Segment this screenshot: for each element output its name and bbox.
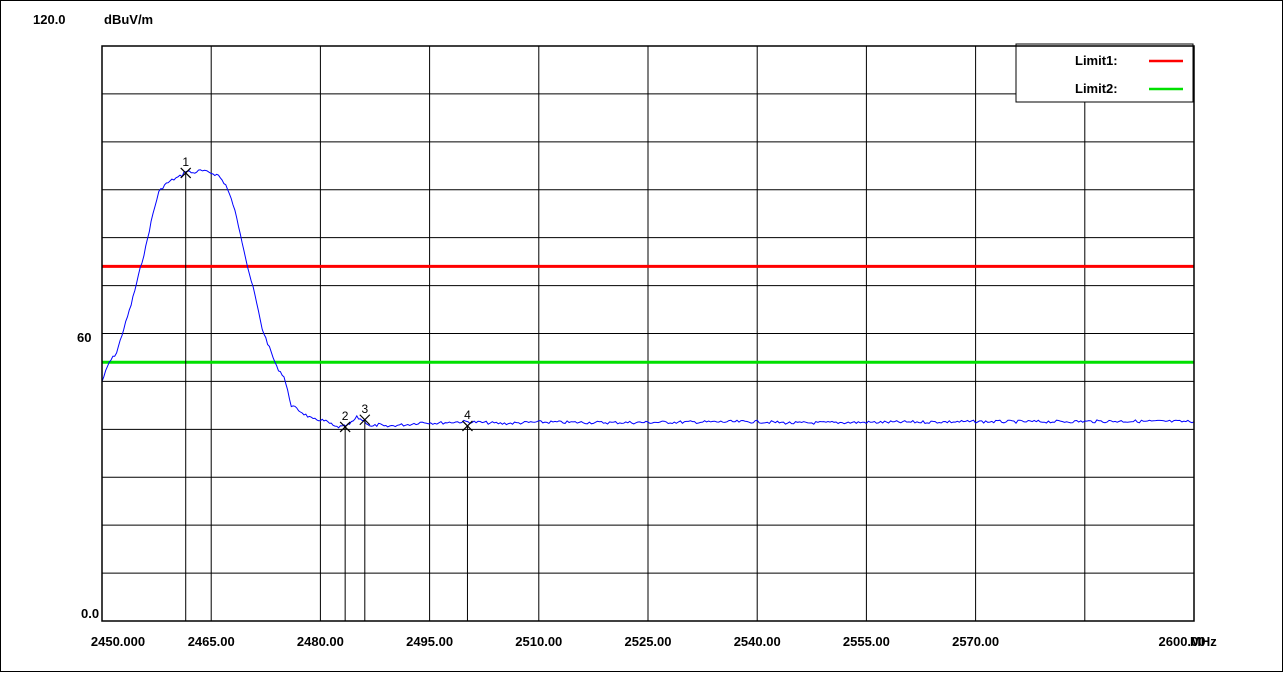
markers: 1 23 4 <box>180 155 473 621</box>
x-tick-label: 2465.00 <box>188 634 235 649</box>
series-layer <box>101 169 1195 429</box>
y-top-label: 120.0 <box>33 12 66 27</box>
x-tick-label: 2600.00 <box>1159 634 1206 649</box>
legend-limit2-label: Limit2: <box>1075 81 1118 96</box>
x-tick-labels: 2450.000 2465.00 2480.00 2495.00 2510.00 2525… <box>91 634 1206 649</box>
plot-border <box>101 45 1195 622</box>
legend-limit1-label: Limit1: <box>1075 53 1118 68</box>
y-unit-label: dBuV/m <box>104 12 153 27</box>
marker-4-cross <box>462 420 473 432</box>
x-tick-label: 2495.00 <box>406 634 453 649</box>
x-tick-label: 2510.00 <box>515 634 562 649</box>
marker-2-cross <box>339 421 351 433</box>
legend-box <box>1015 43 1194 103</box>
y-mid-label: 60 <box>77 330 91 345</box>
x-tick-label: 2450.000 <box>91 634 145 649</box>
x-tick-label: 2540.00 <box>734 634 781 649</box>
y-bottom-label: 0.0 <box>81 606 99 621</box>
marker-4-label: 4 <box>464 408 471 422</box>
series-line-1 <box>101 169 1195 429</box>
axis-labels: 120.0 dBuV/m 60 0.0 MHz <box>33 12 1217 649</box>
x-tick-label: 2570.00 <box>952 634 999 649</box>
marker-1-cross <box>180 167 192 179</box>
legend: Limit1: Limit2: <box>1015 43 1194 103</box>
marker-2-label: 2 <box>342 409 349 423</box>
marker-3-cross <box>359 414 371 426</box>
x-tick-label: 2480.00 <box>297 634 344 649</box>
marker-3-label: 3 <box>361 402 368 416</box>
x-tick-label: 2555.00 <box>843 634 890 649</box>
limit-lines <box>102 264 1194 364</box>
x-unit-label: MHz <box>1190 634 1217 649</box>
x-tick-label: 2525.00 <box>625 634 672 649</box>
grid <box>102 46 1194 621</box>
marker-1-label: 1 <box>182 155 189 169</box>
